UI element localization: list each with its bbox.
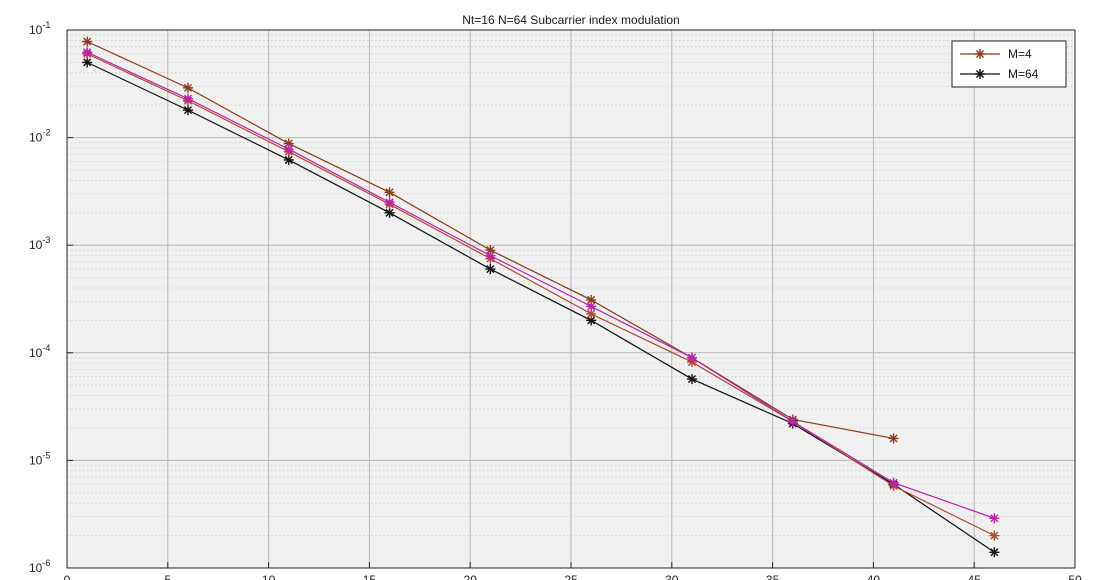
data-point (283, 144, 294, 155)
data-point (888, 433, 899, 444)
data-point (686, 352, 697, 363)
data-point (182, 105, 193, 116)
legend-label: M=64 (1008, 67, 1039, 81)
y-tick-label: 10-3 (29, 235, 50, 252)
data-point (586, 301, 597, 312)
data-point (686, 374, 697, 385)
data-point (384, 187, 395, 198)
data-point (384, 197, 395, 208)
x-tick-label: 25 (564, 573, 578, 580)
data-point (787, 416, 798, 427)
legend[interactable]: M=4 M=64 (951, 40, 1067, 88)
axis-ticks: 0 5 10 15 20 25 30 35 40 45 50 10-1 10-2 10-3 10-4 10-5… (29, 20, 1082, 580)
legend-label: M=4 (1008, 47, 1032, 61)
legend-box (951, 40, 1067, 88)
series-group (82, 36, 1000, 558)
x-tick-label: 15 (363, 573, 377, 580)
data-point (82, 47, 93, 58)
series-line (86, 51, 995, 519)
data-point (384, 207, 395, 218)
data-point (989, 547, 1000, 558)
x-tick-label: 30 (665, 573, 679, 580)
y-tick-label: 10-4 (29, 343, 50, 360)
data-point (485, 264, 496, 275)
x-tick-label: 0 (64, 573, 71, 580)
series-4 (82, 47, 1000, 524)
y-tick-label: 10-6 (29, 558, 50, 575)
data-point (975, 69, 985, 79)
x-tick-label: 50 (1068, 573, 1082, 580)
chart-title: Nt=16 N=64 Subcarrier index modulation (462, 13, 679, 27)
data-point (182, 93, 193, 104)
data-point (82, 57, 93, 68)
legend-item[interactable]: M=4 (960, 47, 1032, 61)
legend-item[interactable]: M=64 (960, 67, 1039, 81)
data-point (989, 530, 1000, 541)
data-point (975, 49, 985, 59)
y-tick-label: 10-5 (29, 450, 50, 467)
data-point (82, 36, 93, 47)
x-tick-label: 35 (766, 573, 780, 580)
series-line (86, 53, 995, 537)
data-point (182, 82, 193, 93)
data-point (989, 513, 1000, 524)
data-point (888, 477, 899, 488)
grid-lines (66, 29, 1076, 569)
x-tick-label: 5 (164, 573, 171, 580)
x-tick-label: 45 (968, 573, 982, 580)
data-point (586, 294, 597, 305)
data-point (485, 250, 496, 261)
y-tick-label: 10-1 (29, 20, 50, 37)
x-tick-label: 40 (867, 573, 881, 580)
y-tick-label: 10-2 (29, 128, 50, 145)
x-tick-label: 20 (464, 573, 478, 580)
x-tick-label: 10 (262, 573, 276, 580)
